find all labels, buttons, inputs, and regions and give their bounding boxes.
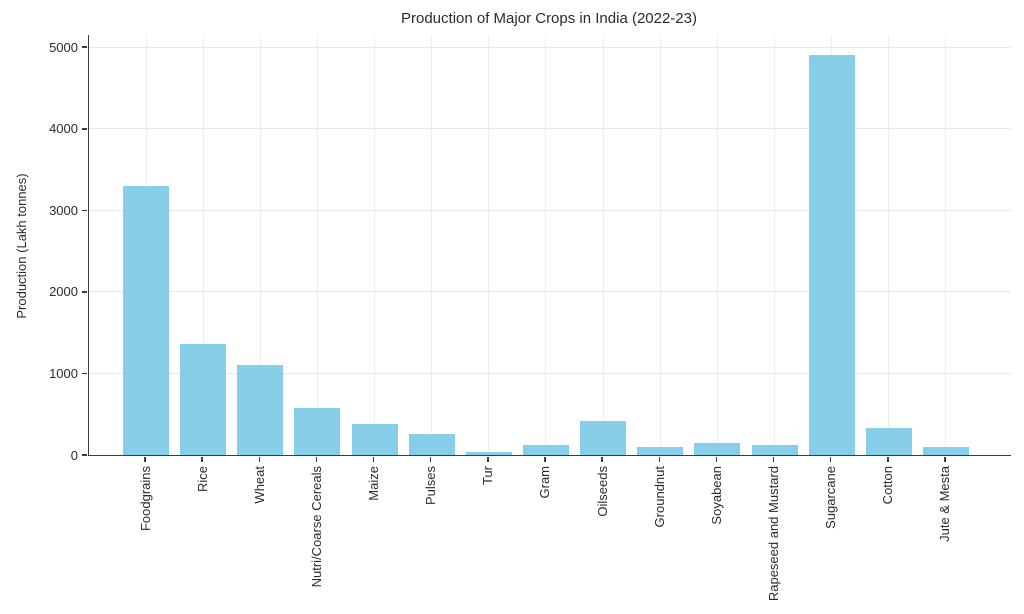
y-tick-mark (82, 372, 87, 375)
chart-title: Production of Major Crops in India (2022… (401, 10, 697, 27)
plot-area (88, 35, 1011, 456)
h-gridline (89, 291, 1011, 293)
v-gridline (659, 35, 661, 455)
h-gridline (89, 372, 1011, 374)
x-tick-mark (258, 456, 261, 462)
bar-rapeseed-and-mustard (751, 444, 798, 455)
bar-pulses (408, 433, 455, 455)
y-tick-mark (82, 454, 87, 456)
bar-rice (180, 344, 227, 455)
x-tick-label-text: Pulses (423, 466, 439, 506)
bar-sugarcane (808, 55, 855, 455)
x-tick-label-text: Oilseeds (594, 466, 610, 517)
x-tick-label-text: Sugarcane (823, 466, 839, 529)
v-gridline (945, 35, 947, 455)
y-tick-mark (82, 128, 87, 130)
v-gridline (545, 35, 547, 455)
y-tick-label: 3000 (49, 202, 78, 218)
x-tick-mark (144, 456, 146, 462)
h-gridline (89, 128, 1011, 130)
y-tick-mark (82, 46, 87, 48)
v-gridline (774, 35, 776, 455)
bar-gram (522, 445, 569, 455)
bar-foodgrains (123, 186, 169, 455)
bar-oilseeds (580, 421, 627, 455)
x-tick-mark (315, 456, 318, 462)
x-tick-label-text: Wheat (251, 466, 267, 504)
x-tick-mark (601, 456, 603, 462)
h-gridline (89, 209, 1011, 211)
x-tick-mark (887, 456, 889, 462)
v-gridline (488, 35, 490, 455)
x-tick-mark (487, 456, 489, 462)
bar-wheat (237, 364, 284, 455)
x-tick-label-text: Cotton (880, 466, 896, 505)
x-tick-mark (429, 456, 432, 462)
x-tick-mark (715, 456, 718, 462)
v-gridline (259, 35, 261, 455)
y-tick-mark (82, 209, 87, 212)
x-tick-label-text: Rice (194, 466, 210, 493)
x-tick-mark (944, 456, 946, 462)
x-tick-mark (772, 456, 775, 462)
bar-soyabean (694, 442, 741, 455)
x-tick-mark (544, 456, 546, 462)
y-tick-label: 4000 (49, 121, 78, 137)
v-gridline (888, 35, 890, 455)
v-gridline (602, 35, 604, 455)
y-tick-label: 0 (70, 447, 78, 463)
x-tick-label-text: Jute & Mesta (937, 466, 953, 542)
y-tick-label: 1000 (49, 365, 78, 381)
x-tick-label-text: Groundnut (651, 466, 667, 528)
v-gridline (316, 35, 318, 455)
bar-nutri-coarse-cereals (294, 408, 341, 455)
x-tick-mark (372, 456, 375, 462)
bar-cotton (865, 427, 912, 455)
h-gridline (89, 46, 1011, 48)
x-tick-label-text: Tur (480, 466, 496, 486)
x-tick-label-text: Soyabean (708, 466, 724, 525)
x-tick-mark (829, 456, 832, 462)
bar-tur (465, 452, 512, 455)
v-gridline (202, 35, 204, 455)
y-tick-label: 5000 (49, 39, 78, 55)
x-tick-label-text: Gram (537, 466, 553, 499)
x-tick-label-text: Foodgrains (137, 466, 153, 532)
y-tick-label: 2000 (49, 284, 78, 300)
bar-groundnut (637, 446, 684, 455)
x-tick-mark (201, 456, 203, 462)
y-tick-mark (82, 291, 87, 293)
x-tick-label-text: Nutri/Coarse Cereals (308, 466, 324, 588)
x-tick-label-text: Maize (366, 466, 382, 501)
v-gridline (716, 35, 718, 455)
v-gridline (431, 35, 433, 455)
bar-jute-mesta (922, 447, 969, 455)
bar-maize (351, 423, 398, 455)
x-tick-mark (658, 456, 661, 462)
v-gridline (374, 35, 376, 455)
x-tick-label-text: Rapeseed and Mustard (766, 466, 782, 602)
